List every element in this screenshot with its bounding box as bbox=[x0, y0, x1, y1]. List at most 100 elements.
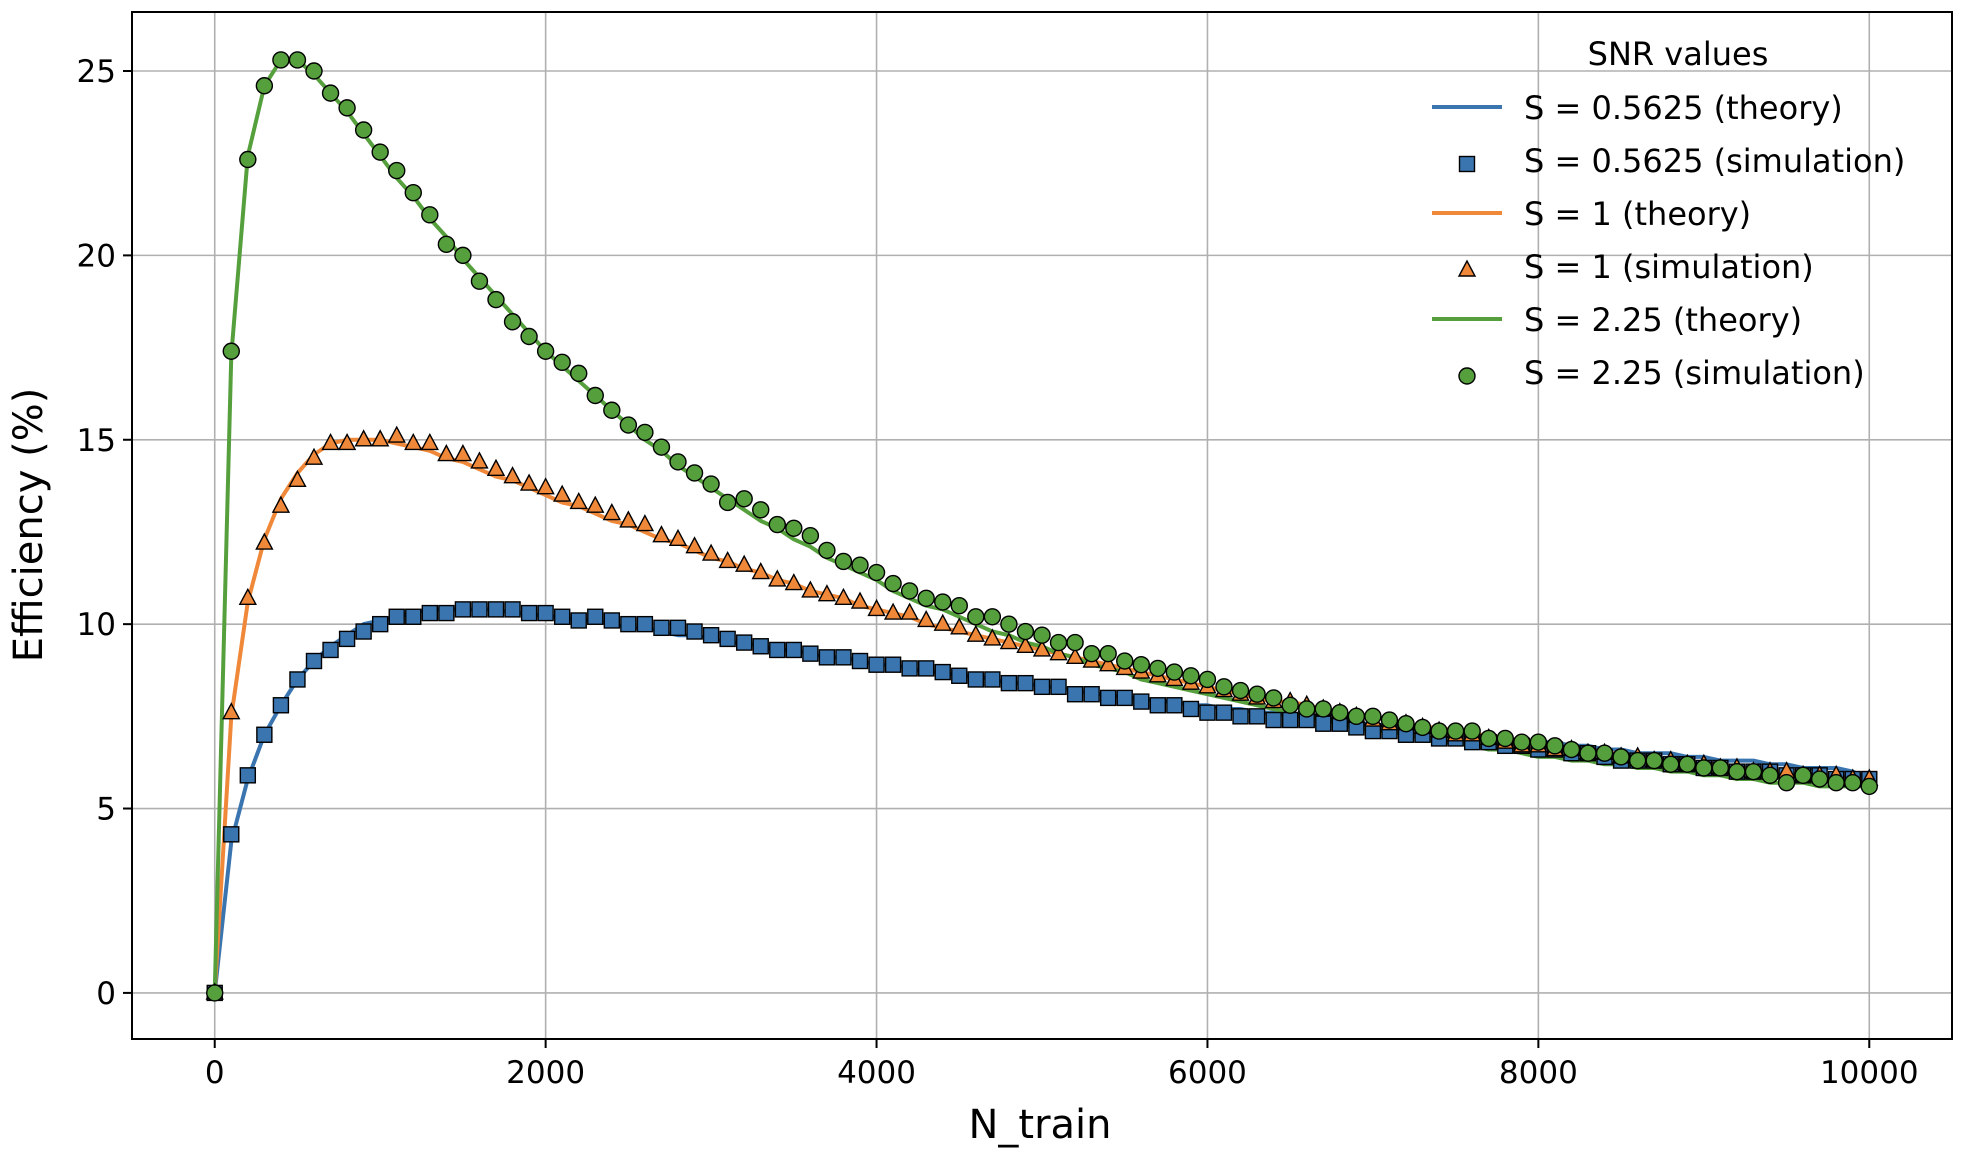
data-point bbox=[835, 649, 852, 666]
data-point bbox=[751, 562, 770, 580]
data-point bbox=[1065, 646, 1085, 665]
data-point bbox=[801, 580, 820, 598]
data-point bbox=[239, 767, 257, 784]
data-point bbox=[867, 598, 886, 617]
data-point bbox=[321, 84, 340, 102]
data-point bbox=[901, 660, 918, 677]
data-point bbox=[1314, 700, 1332, 718]
data-point bbox=[586, 495, 605, 513]
legend-label: S = 2.25 (simulation) bbox=[1524, 354, 1865, 392]
data-point bbox=[1562, 740, 1581, 759]
data-point bbox=[504, 601, 521, 618]
data-point bbox=[1215, 678, 1233, 696]
plot-frame bbox=[131, 11, 1953, 1040]
data-point bbox=[206, 984, 224, 1002]
data-point bbox=[503, 466, 522, 484]
data-point bbox=[553, 484, 572, 502]
data-point bbox=[1182, 700, 1200, 718]
data-point bbox=[486, 458, 506, 476]
data-point bbox=[686, 623, 703, 640]
legend-item: S = 1 (theory) bbox=[1432, 195, 1751, 233]
data-point bbox=[917, 660, 935, 677]
data-point bbox=[487, 290, 505, 309]
legend-label: S = 1 (theory) bbox=[1524, 195, 1751, 233]
data-point bbox=[669, 453, 687, 471]
data-point bbox=[735, 554, 754, 572]
data-point bbox=[851, 652, 869, 670]
data-point bbox=[636, 615, 654, 633]
data-point bbox=[570, 612, 587, 629]
data-point bbox=[1083, 686, 1100, 703]
data-point bbox=[1645, 751, 1663, 770]
data-point bbox=[1397, 715, 1415, 733]
legend: SNR values S = 0.5625 (theory) S = 0.5625… bbox=[1432, 35, 1905, 392]
data-point bbox=[1149, 659, 1167, 678]
data-point bbox=[817, 584, 837, 602]
data-point bbox=[404, 432, 423, 451]
data-point bbox=[223, 826, 240, 843]
legend-item: S = 0.5625 (theory) bbox=[1432, 89, 1843, 127]
data-point bbox=[355, 623, 372, 640]
data-point bbox=[1463, 722, 1481, 740]
data-point bbox=[1082, 644, 1101, 663]
data-point bbox=[917, 589, 935, 608]
data-point bbox=[619, 416, 638, 434]
data-point bbox=[1844, 774, 1862, 792]
data-point bbox=[288, 469, 307, 488]
y-axis-label: Efficiency (%) bbox=[6, 388, 52, 663]
data-point bbox=[1315, 715, 1332, 732]
data-point bbox=[603, 401, 621, 419]
data-point bbox=[1612, 748, 1630, 766]
legend-item: S = 1 (simulation) bbox=[1457, 248, 1814, 286]
data-point bbox=[388, 608, 405, 625]
data-point bbox=[867, 563, 886, 582]
data-point bbox=[421, 604, 439, 622]
data-point bbox=[785, 519, 803, 537]
data-point bbox=[669, 619, 687, 637]
data-point bbox=[305, 62, 323, 80]
data-point bbox=[371, 143, 389, 161]
data-point bbox=[917, 609, 936, 628]
data-point bbox=[470, 272, 489, 290]
legend-marker-swatch bbox=[1458, 367, 1476, 385]
data-point bbox=[1579, 744, 1597, 762]
data-point bbox=[1628, 751, 1647, 770]
data-point bbox=[256, 726, 273, 743]
data-point bbox=[438, 604, 455, 622]
data-point bbox=[1016, 635, 1035, 653]
data-point bbox=[553, 608, 571, 625]
data-point bbox=[354, 429, 373, 447]
data-point bbox=[255, 77, 274, 95]
data-point bbox=[337, 432, 357, 451]
data-point bbox=[735, 490, 753, 508]
legend-label: S = 0.5625 (simulation) bbox=[1524, 142, 1905, 180]
y-tick-label: 15 bbox=[77, 423, 116, 459]
data-point bbox=[1480, 729, 1498, 748]
data-point bbox=[271, 495, 291, 513]
y-tick-label: 5 bbox=[96, 792, 116, 828]
data-point bbox=[1744, 762, 1763, 781]
data-point bbox=[272, 697, 290, 714]
data-point bbox=[289, 671, 306, 688]
data-point bbox=[1513, 733, 1531, 751]
data-point bbox=[702, 475, 720, 493]
data-point bbox=[1199, 704, 1216, 721]
legend-item: S = 2.25 (theory) bbox=[1432, 301, 1802, 339]
data-point bbox=[802, 645, 819, 662]
data-point bbox=[1033, 626, 1051, 644]
legend-label: S = 2.25 (theory) bbox=[1524, 301, 1802, 339]
data-point bbox=[1695, 759, 1713, 777]
y-tick-label: 10 bbox=[77, 607, 116, 643]
data-point bbox=[536, 342, 555, 360]
data-point bbox=[305, 652, 323, 670]
data-point bbox=[1595, 744, 1614, 762]
data-point bbox=[984, 671, 1001, 688]
data-point bbox=[1116, 689, 1133, 707]
data-point bbox=[1380, 711, 1399, 729]
data-point bbox=[570, 364, 588, 383]
data-point bbox=[1281, 711, 1299, 729]
data-point bbox=[1298, 700, 1316, 718]
data-point bbox=[701, 543, 721, 561]
data-point bbox=[354, 121, 373, 139]
data-point bbox=[519, 473, 539, 491]
